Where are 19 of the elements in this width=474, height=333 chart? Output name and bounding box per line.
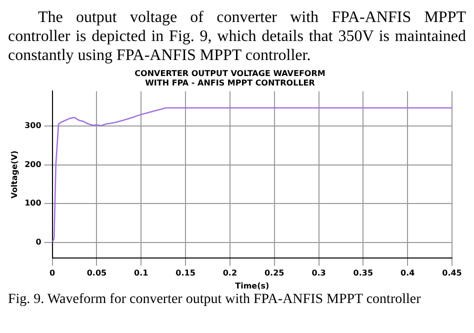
x-tick-label: 0.2 bbox=[222, 268, 238, 278]
x-tick-label: 0.35 bbox=[353, 268, 374, 278]
x-tick-label: 0.45 bbox=[442, 268, 462, 278]
caption: Fig. 9. Waveform for converter output with FPA-ANFIS MPPT controller bbox=[8, 291, 422, 308]
text: The output voltage of converter with FPA-ANFIS MPPT controller is depicted in Fig. 9, which details that 350V is maintained constantly using FPA-ANFIS MPPT controller. bbox=[8, 8, 466, 65]
chart-title: CONVERTER OUTPUT VOLTAGE WAVEFORM WITH FPA - ANFIS MPPT CONTROLLER bbox=[134, 68, 326, 88]
x-axis-title: Time(s) bbox=[235, 281, 270, 290]
y-tick-label: 200 bbox=[24, 160, 42, 169]
x-tick-label: 0 bbox=[50, 268, 56, 278]
y-tick-label: 100 bbox=[24, 198, 42, 208]
x-tick-label: 0.05 bbox=[86, 268, 108, 278]
x-tick-label: 0.25 bbox=[264, 268, 285, 278]
y-axis-title: Voltage(V) bbox=[10, 150, 19, 198]
y-tick-label: 300 bbox=[24, 121, 42, 130]
x-tick-label: 0.1 bbox=[134, 268, 149, 278]
x-tick-label: 0.15 bbox=[176, 268, 196, 278]
y-tick-label: 0 bbox=[36, 237, 42, 246]
x-tick-label: 0.4 bbox=[400, 268, 416, 278]
x-tick-label: 0.3 bbox=[312, 268, 326, 278]
